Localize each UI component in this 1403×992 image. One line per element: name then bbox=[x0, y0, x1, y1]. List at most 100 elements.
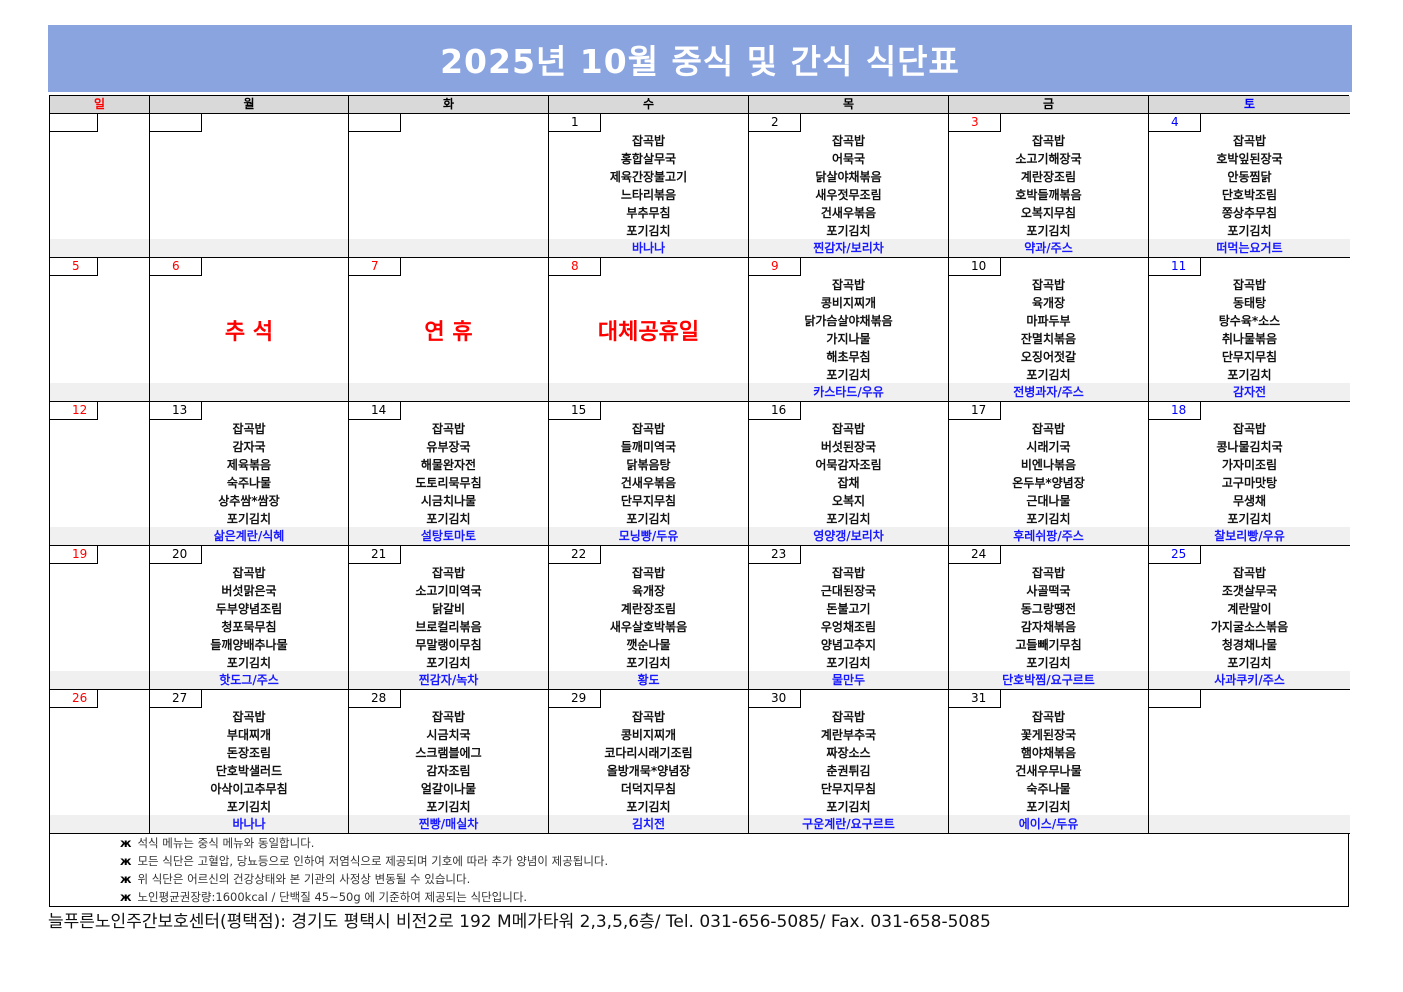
menu-item: 오복지 bbox=[831, 494, 866, 508]
snack-item: 후레쉬팡/주스 bbox=[949, 527, 1148, 545]
menu-list: 잡곡밥 버섯된장국 어묵감자조림 잡채 오복지 포기김치 bbox=[749, 420, 948, 528]
snack-item: 바나나 bbox=[150, 815, 348, 833]
title-banner: 2025년 10월 중식 및 간식 식단표 bbox=[48, 25, 1352, 92]
menu-item: 계란장조림 bbox=[1020, 170, 1077, 184]
menu-item: 온두부*양념장 bbox=[1012, 476, 1085, 490]
menu-list: 잡곡밥 동태탕 탕수육*소스 취나물볶음 단무지무침 포기김치 bbox=[1149, 276, 1350, 384]
menu-list: 잡곡밥 콩비지찌개 코다리시래기조림 올방개묵*양념장 더덕지무침 포기김치 bbox=[549, 708, 748, 816]
menu-item: 잡곡밥 bbox=[431, 422, 466, 436]
menu-item: 포기김치 bbox=[826, 368, 871, 382]
menu-item: 잡곡밥 bbox=[631, 422, 666, 436]
menu-item: 잡곡밥 bbox=[1031, 422, 1066, 436]
menu-item: 포기김치 bbox=[1227, 368, 1272, 382]
menu-item: 잡곡밥 bbox=[431, 566, 466, 580]
menu-list: 잡곡밥 계란부추국 짜장소스 춘권튀김 단무지무침 포기김치 bbox=[749, 708, 948, 816]
day-cell: 20 잡곡밥 버섯맑은국 두부양념조림 청포묵무침 들깨양배추나물 포기김치 핫도그/주스 bbox=[150, 546, 349, 690]
menu-item: 단호박샐러드 bbox=[215, 764, 283, 778]
snack-item bbox=[50, 239, 149, 257]
snack-item: 약과/주스 bbox=[949, 239, 1148, 257]
weekday-header: 화 bbox=[349, 96, 549, 114]
day-cell: 14 잡곡밥 유부장국 해물완자전 도토리묵무침 시금치나물 포기김치 설탕토마토 bbox=[349, 402, 549, 546]
snack-item bbox=[1149, 815, 1350, 833]
menu-item: 잡곡밥 bbox=[1031, 278, 1066, 292]
menu-item: 느타리볶음 bbox=[620, 188, 677, 202]
bullet-icon: ж bbox=[120, 890, 132, 904]
day-cell: 9 잡곡밥 콩비지찌개 닭가슴살야채볶음 가지나물 해초무침 포기김치 카스타드/우유 bbox=[749, 258, 949, 402]
weekday-header: 토 bbox=[1149, 96, 1350, 114]
day-cell: 4 잡곡밥 호박잎된장국 안동찜닭 단호박조림 쫑상추무침 포기김치 떠먹는요거트 bbox=[1149, 114, 1350, 258]
day-number: 20 bbox=[150, 546, 202, 564]
menu-list: 잡곡밥 들깨미역국 닭볶음탕 건새우볶음 단무지무침 포기김치 bbox=[549, 420, 748, 528]
menu-item: 근대된장국 bbox=[820, 584, 877, 598]
menu-item: 올방개묵*양념장 bbox=[606, 764, 691, 778]
day-cell: 3 잡곡밥 소고기해장국 계란장조림 호박들깨볶음 오복지무침 포기김치 약과/주스 bbox=[949, 114, 1149, 258]
snack-item: 찰보리빵/우유 bbox=[1149, 527, 1350, 545]
snack-item bbox=[150, 239, 348, 257]
weekday-header: 수 bbox=[549, 96, 749, 114]
menu-item: 잡곡밥 bbox=[1232, 278, 1267, 292]
day-cell: 15 잡곡밥 들깨미역국 닭볶음탕 건새우볶음 단무지무침 포기김치 모닝빵/두유 bbox=[549, 402, 749, 546]
menu-item: 스크램블에그 bbox=[415, 746, 482, 760]
menu-item: 짜장소스 bbox=[826, 746, 871, 760]
note-text: 노인평균권장량:1600kcal / 단백질 45~50g 에 기준하여 제공되… bbox=[137, 890, 528, 904]
menu-item: 동태탕 bbox=[1232, 296, 1267, 310]
snack-item bbox=[150, 383, 348, 401]
snack-item: 물만두 bbox=[749, 671, 948, 689]
menu-item: 포기김치 bbox=[426, 800, 471, 814]
menu-item: 포기김치 bbox=[226, 656, 272, 670]
day-number: 8 bbox=[549, 258, 601, 276]
weekday-header: 목 bbox=[749, 96, 949, 114]
day-number bbox=[1149, 690, 1201, 708]
menu-list: 잡곡밥 호박잎된장국 안동찜닭 단호박조림 쫑상추무침 포기김치 bbox=[1149, 132, 1350, 240]
menu-item: 들깨미역국 bbox=[620, 440, 677, 454]
snack-item: 찐감자/보리차 bbox=[749, 239, 948, 257]
menu-item: 포기김치 bbox=[1026, 224, 1071, 238]
bullet-icon: ж bbox=[120, 854, 132, 868]
snack-item: 감자전 bbox=[1149, 383, 1350, 401]
menu-item: 가지나물 bbox=[826, 332, 871, 346]
menu-item: 고들빼기무침 bbox=[1015, 638, 1082, 652]
menu-item: 양념고추지 bbox=[820, 638, 877, 652]
menu-item: 콩나물김치국 bbox=[1216, 440, 1283, 454]
menu-item: 시금치나물 bbox=[420, 494, 477, 508]
day-cell: 10 잡곡밥 육개장 마파두부 잔멸치볶음 오징어젓갈 포기김치 전병과자/주스 bbox=[949, 258, 1149, 402]
snack-item bbox=[349, 383, 548, 401]
menu-item: 단무지무침 bbox=[620, 494, 677, 508]
menu-list: 잡곡밥 꽃게된장국 햄야채볶음 건새우무나물 숙주나물 포기김치 bbox=[949, 708, 1148, 816]
day-cell: 11 잡곡밥 동태탕 탕수육*소스 취나물볶음 단무지무침 포기김치 감자전 bbox=[1149, 258, 1350, 402]
menu-item: 건새우무나물 bbox=[1015, 764, 1082, 778]
day-number: 15 bbox=[549, 402, 601, 420]
menu-item: 탕수육*소스 bbox=[1218, 314, 1281, 328]
note-line: ж 위 식단은 어르신의 건강상태와 본 기관의 사정상 변동될 수 있습니다. bbox=[120, 870, 1348, 888]
weekday-header: 일 bbox=[50, 96, 150, 114]
menu-item: 닭가슴살야채볶음 bbox=[804, 314, 893, 328]
menu-item: 청포묵무침 bbox=[221, 620, 277, 634]
menu-item: 잡곡밥 bbox=[431, 710, 466, 724]
menu-list: 잡곡밥 조갯살무국 계란말이 가지굴소스볶음 청경채나물 포기김치 bbox=[1149, 564, 1350, 672]
day-number: 12 bbox=[50, 402, 98, 420]
day-cell: 6 추 석 bbox=[150, 258, 349, 402]
note-line: ж 석식 메뉴는 중식 메뉴와 동일합니다. bbox=[120, 834, 1348, 852]
day-number: 19 bbox=[50, 546, 98, 564]
menu-item: 잡곡밥 bbox=[1232, 566, 1267, 580]
menu-item: 잡곡밥 bbox=[831, 422, 866, 436]
menu-item: 포기김치 bbox=[826, 656, 871, 670]
weekday-header: 금 bbox=[949, 96, 1149, 114]
menu-item: 잡곡밥 bbox=[1031, 566, 1066, 580]
menu-item: 가자미조림 bbox=[1221, 458, 1278, 472]
day-number: 3 bbox=[949, 114, 1001, 132]
day-number: 30 bbox=[749, 690, 801, 708]
menu-item: 콩비지찌개 bbox=[820, 296, 877, 310]
day-number: 4 bbox=[1149, 114, 1201, 132]
menu-list: 잡곡밥 근대된장국 돈불고기 우엉채조림 양념고추지 포기김치 bbox=[749, 564, 948, 672]
menu-item: 아삭이고추무침 bbox=[210, 782, 288, 796]
snack-item: 핫도그/주스 bbox=[150, 671, 348, 689]
menu-item: 포기김치 bbox=[626, 512, 671, 526]
day-number: 18 bbox=[1149, 402, 1201, 420]
snack-item: 전병과자/주스 bbox=[949, 383, 1148, 401]
menu-item: 돈장조림 bbox=[226, 746, 272, 760]
menu-item: 제육간장불고기 bbox=[609, 170, 688, 184]
menu-item: 조갯살무국 bbox=[1221, 584, 1278, 598]
snack-item: 설탕토마토 bbox=[349, 527, 548, 545]
menu-item: 잡곡밥 bbox=[232, 710, 266, 724]
